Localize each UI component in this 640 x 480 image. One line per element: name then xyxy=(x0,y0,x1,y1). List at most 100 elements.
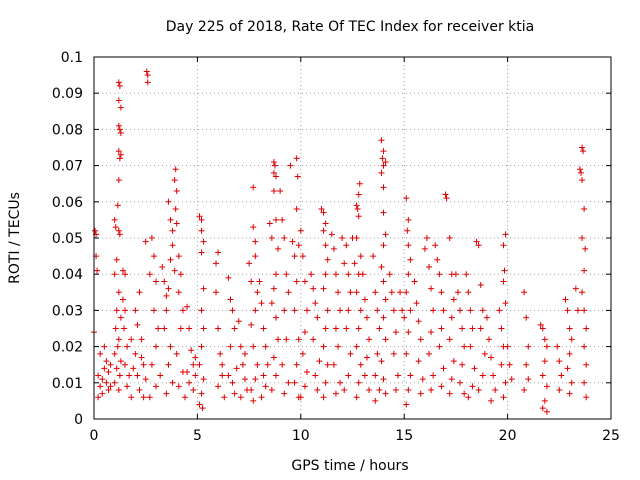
data-point xyxy=(359,271,366,278)
data-point xyxy=(227,296,234,303)
data-point xyxy=(525,343,532,350)
data-point xyxy=(97,350,104,357)
data-point xyxy=(103,358,110,365)
data-point xyxy=(343,242,350,249)
data-point xyxy=(200,376,207,383)
data-point xyxy=(525,376,532,383)
data-point xyxy=(119,296,126,303)
data-point xyxy=(301,278,308,285)
data-point xyxy=(252,307,259,314)
data-point xyxy=(198,343,205,350)
data-point xyxy=(107,361,114,368)
data-point xyxy=(363,314,370,321)
data-point xyxy=(291,307,298,314)
data-point xyxy=(169,242,176,249)
axis-ticks: 0 5 10 15 20 25 0 0.01 0.02 0.03 0.04 0.05 0.06 0.07 0… xyxy=(52,50,620,444)
data-point xyxy=(138,354,145,361)
data-point xyxy=(355,213,362,220)
data-point xyxy=(163,307,170,314)
data-point xyxy=(241,350,248,357)
data-point xyxy=(124,343,131,350)
data-point xyxy=(376,325,383,332)
data-point xyxy=(397,289,404,296)
data-point xyxy=(354,206,361,213)
data-point xyxy=(219,372,226,379)
data-point xyxy=(122,307,129,314)
data-point xyxy=(380,376,387,383)
data-points xyxy=(91,68,590,415)
data-point xyxy=(426,263,433,270)
data-point xyxy=(114,343,121,350)
data-point xyxy=(310,285,317,292)
data-point xyxy=(353,289,360,296)
data-point xyxy=(295,242,302,249)
data-point xyxy=(136,289,143,296)
data-point xyxy=(272,271,279,278)
data-point xyxy=(198,249,205,256)
x-tick-label: 25 xyxy=(602,428,620,444)
data-point xyxy=(322,271,329,278)
data-point xyxy=(318,206,325,213)
data-point xyxy=(184,368,191,375)
data-point xyxy=(150,307,157,314)
data-point xyxy=(405,329,412,336)
data-point xyxy=(382,336,389,343)
data-point xyxy=(582,245,589,252)
data-point xyxy=(132,307,139,314)
data-point xyxy=(97,383,104,390)
data-point xyxy=(283,271,290,278)
data-point xyxy=(248,387,255,394)
data-point xyxy=(117,104,124,111)
data-point xyxy=(378,263,385,270)
data-point xyxy=(198,216,205,223)
data-point xyxy=(332,390,339,397)
data-point xyxy=(148,235,155,241)
data-point xyxy=(479,372,486,379)
data-point xyxy=(500,278,507,285)
data-point xyxy=(541,336,548,343)
data-point xyxy=(213,260,220,267)
y-tick-label: 0 xyxy=(74,412,83,428)
data-point xyxy=(353,202,360,209)
data-point xyxy=(299,350,306,357)
data-point xyxy=(301,383,308,390)
data-point xyxy=(256,278,263,285)
data-point xyxy=(92,227,99,234)
data-point xyxy=(252,253,259,260)
data-point xyxy=(111,271,118,278)
data-point xyxy=(361,372,368,379)
data-point xyxy=(457,307,464,314)
data-point xyxy=(579,235,586,241)
data-point xyxy=(390,307,397,314)
data-point xyxy=(500,394,507,401)
data-point xyxy=(316,358,323,365)
data-point xyxy=(502,231,509,238)
data-point xyxy=(155,325,162,332)
data-point xyxy=(115,79,122,86)
data-point xyxy=(320,343,327,350)
data-point xyxy=(541,397,548,404)
data-point xyxy=(117,151,124,158)
data-point xyxy=(378,137,385,144)
data-point xyxy=(562,296,569,303)
data-point xyxy=(231,325,238,332)
data-point xyxy=(260,325,267,332)
data-point xyxy=(291,253,298,260)
data-point xyxy=(142,376,149,383)
data-point xyxy=(479,307,486,314)
data-point xyxy=(113,307,120,314)
data-point xyxy=(112,325,119,332)
data-point xyxy=(291,379,298,386)
data-point xyxy=(138,336,145,343)
data-point xyxy=(122,271,129,278)
data-point xyxy=(454,289,461,296)
data-point xyxy=(281,235,288,241)
data-point xyxy=(192,372,199,379)
data-point xyxy=(119,267,126,274)
data-point xyxy=(181,394,188,401)
data-point xyxy=(572,285,579,292)
data-point xyxy=(521,387,528,394)
data-point xyxy=(130,365,137,372)
data-point xyxy=(370,253,377,260)
data-point xyxy=(405,216,412,223)
